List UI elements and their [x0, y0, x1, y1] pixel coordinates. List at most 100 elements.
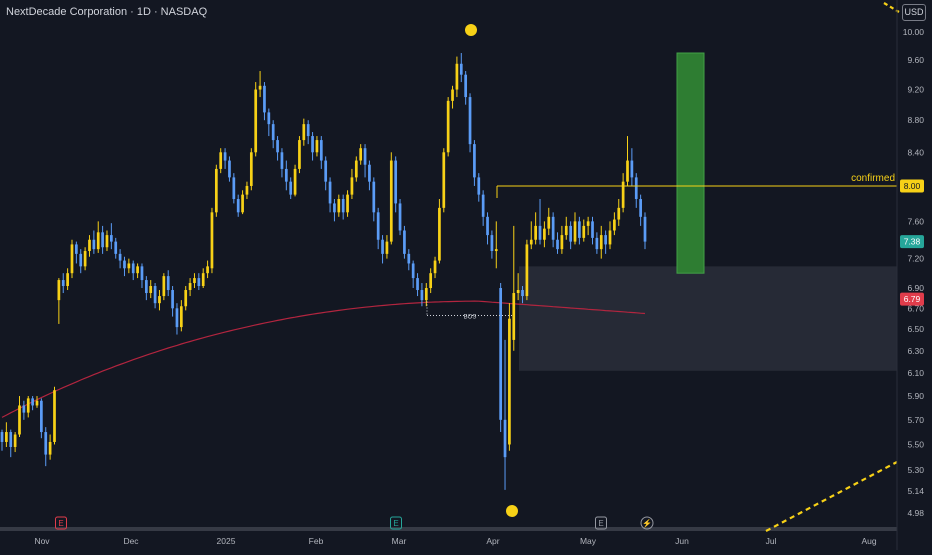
candle-body[interactable]	[92, 239, 96, 250]
candle-body[interactable]	[48, 441, 52, 455]
candle-body[interactable]	[249, 152, 253, 186]
candle-body[interactable]	[621, 181, 625, 208]
candle-body[interactable]	[416, 278, 419, 291]
candle-body[interactable]	[276, 140, 279, 153]
candle-body[interactable]	[595, 237, 599, 250]
candle-body[interactable]	[341, 199, 345, 213]
candle-body[interactable]	[123, 260, 126, 269]
candle-body[interactable]	[245, 185, 249, 195]
candle-body[interactable]	[61, 280, 65, 287]
candle-body[interactable]	[184, 290, 188, 307]
candle-body[interactable]	[298, 140, 301, 169]
candle-body[interactable]	[643, 216, 647, 242]
candle-body[interactable]	[131, 263, 135, 274]
candle-body[interactable]	[407, 253, 411, 264]
candle-body[interactable]	[586, 221, 590, 226]
candle-body[interactable]	[634, 177, 638, 200]
candle-body[interactable]	[263, 85, 266, 113]
candle-body[interactable]	[206, 266, 209, 274]
candle-body[interactable]	[75, 244, 78, 254]
candle-body[interactable]	[394, 160, 398, 204]
candle-body[interactable]	[210, 212, 214, 269]
candle-body[interactable]	[438, 207, 441, 261]
currency-button[interactable]: USD	[902, 4, 926, 21]
candle-body[interactable]	[389, 160, 393, 242]
candle-body[interactable]	[560, 235, 564, 250]
candle-body[interactable]	[578, 221, 581, 238]
candle-body[interactable]	[490, 235, 494, 252]
candle-body[interactable]	[613, 219, 616, 231]
candle-body[interactable]	[617, 207, 621, 220]
candle-body[interactable]	[324, 160, 328, 182]
candle-body[interactable]	[477, 177, 481, 195]
candle-body[interactable]	[372, 181, 376, 213]
candle-body[interactable]	[582, 225, 586, 238]
candle-body[interactable]	[171, 290, 174, 309]
candle-body[interactable]	[302, 124, 306, 141]
candle-body[interactable]	[35, 400, 39, 406]
candle-body[interactable]	[376, 212, 380, 240]
candle-body[interactable]	[214, 168, 218, 213]
candle-body[interactable]	[368, 164, 371, 182]
candle-body[interactable]	[315, 140, 319, 153]
candle-body[interactable]	[236, 199, 240, 213]
candle-body[interactable]	[175, 308, 179, 328]
candle-body[interactable]	[591, 221, 594, 238]
candle-body[interactable]	[547, 216, 551, 229]
candle-body[interactable]	[149, 286, 153, 294]
candle-body[interactable]	[258, 85, 262, 90]
candle-body[interactable]	[53, 390, 56, 442]
event-earnings-marker[interactable]	[55, 516, 67, 530]
candle-body[interactable]	[105, 235, 109, 248]
candle-body[interactable]	[529, 239, 533, 245]
candle-body[interactable]	[464, 74, 468, 98]
candle-body[interactable]	[525, 244, 529, 297]
candle-body[interactable]	[57, 280, 61, 301]
candle-body[interactable]	[564, 225, 568, 236]
candle-body[interactable]	[197, 278, 201, 287]
candle-body[interactable]	[40, 400, 43, 433]
candle-body[interactable]	[267, 112, 271, 125]
candle-body[interactable]	[241, 194, 244, 213]
candle-body[interactable]	[179, 306, 183, 328]
candle-body[interactable]	[442, 152, 446, 208]
candle-body[interactable]	[508, 318, 511, 445]
candle-body[interactable]	[109, 235, 113, 242]
candle-body[interactable]	[88, 239, 91, 252]
candle-body[interactable]	[424, 288, 428, 301]
candle-body[interactable]	[311, 136, 314, 153]
candle-body[interactable]	[280, 152, 284, 169]
candle-body[interactable]	[639, 199, 642, 217]
candle-body[interactable]	[31, 398, 34, 406]
candle-body[interactable]	[83, 251, 87, 267]
candle-body[interactable]	[451, 89, 454, 101]
candle-body[interactable]	[140, 266, 144, 281]
candle-body[interactable]	[127, 263, 131, 269]
candle-body[interactable]	[166, 276, 170, 291]
candle-body[interactable]	[0, 432, 4, 442]
candle-body[interactable]	[22, 405, 26, 413]
candle-body[interactable]	[512, 293, 516, 340]
candle-body[interactable]	[232, 177, 236, 200]
candle-body[interactable]	[569, 225, 572, 242]
candle-body[interactable]	[319, 140, 323, 161]
candle-body[interactable]	[604, 235, 607, 245]
candle-body[interactable]	[433, 260, 437, 274]
candle-body[interactable]	[363, 148, 367, 165]
candle-body[interactable]	[626, 160, 629, 182]
candle-body[interactable]	[481, 194, 485, 217]
candle-body[interactable]	[223, 152, 227, 161]
candle-body[interactable]	[9, 432, 13, 447]
candle-body[interactable]	[573, 221, 577, 242]
candle-body[interactable]	[468, 97, 472, 145]
candle-body[interactable]	[538, 225, 542, 240]
candle-body[interactable]	[381, 239, 384, 254]
candle-body[interactable]	[494, 249, 498, 252]
candle-body[interactable]	[411, 263, 415, 279]
candle-body[interactable]	[333, 203, 336, 213]
candle-body[interactable]	[118, 253, 122, 261]
candle-body[interactable]	[473, 144, 476, 178]
candle-body[interactable]	[503, 419, 507, 458]
